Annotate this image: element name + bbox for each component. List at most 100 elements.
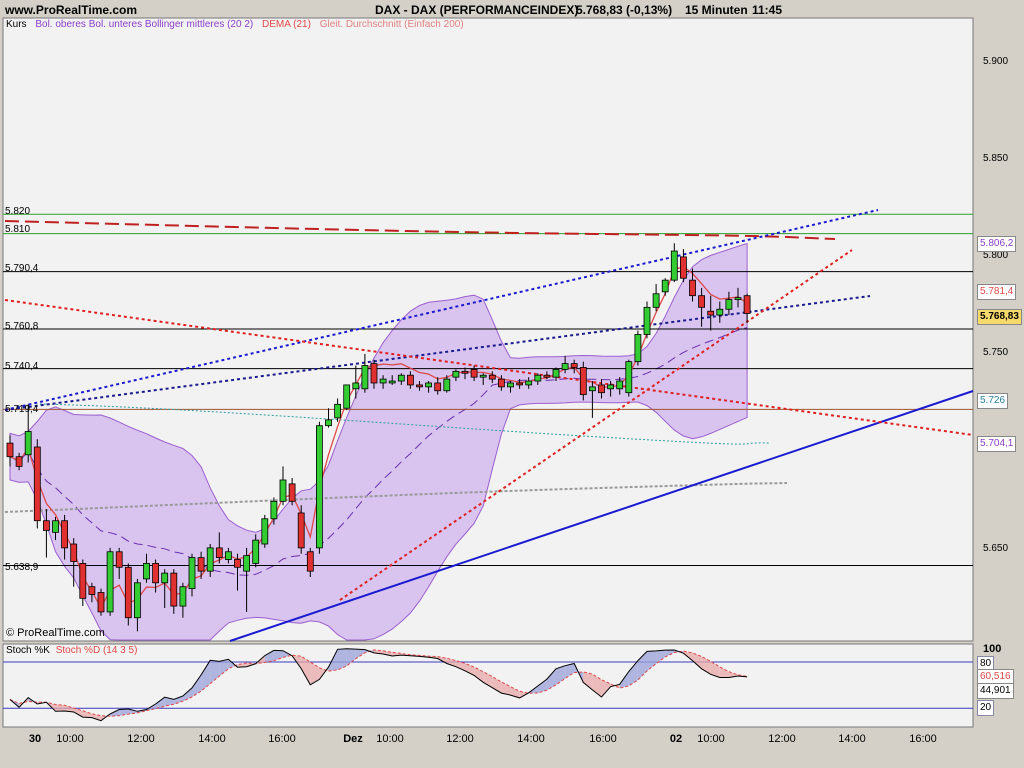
candle-body	[661, 279, 669, 293]
stoch-fill	[710, 661, 720, 678]
title-bar: www.ProRealTime.com DAX - DAX (PERFORMAN…	[0, 0, 1024, 18]
stoch-legend: Stoch %K Stoch %D (14 3 5)	[6, 645, 140, 656]
candle-body	[725, 299, 733, 310]
stoch-fill	[501, 681, 511, 696]
candle-body	[279, 479, 287, 502]
stoch-fill	[647, 650, 657, 671]
stoch-fill	[656, 650, 666, 664]
legend-stoch-d[interactable]: Stoch %D (14 3 5)	[55, 645, 138, 656]
time-tick-label: 10:00	[697, 733, 725, 745]
legend-dema[interactable]: DEMA (21)	[262, 19, 311, 30]
candle-body	[370, 363, 378, 384]
candle-body	[488, 374, 496, 380]
time-tick-label: 16:00	[909, 733, 937, 745]
candle-body	[707, 310, 715, 316]
candle-body	[197, 557, 205, 572]
candle-body	[234, 559, 241, 568]
candle-body	[643, 306, 651, 335]
candle-body	[343, 384, 351, 409]
stoch-fill	[82, 710, 92, 718]
trendline-blue-solid	[229, 390, 974, 642]
stoch-fill	[556, 665, 566, 685]
price-tick: 5.900	[983, 56, 1009, 67]
time-tick-label: 14:00	[517, 733, 545, 745]
candle-body	[452, 370, 460, 378]
candle-body	[543, 374, 551, 378]
stoch-fill	[210, 660, 220, 684]
price-legend: Kurs Bol. oberes Bol. unteres Bollinger …	[6, 19, 470, 30]
dema-tag: 5.781,4	[977, 284, 1017, 300]
time-tick-label: 10:00	[376, 733, 404, 745]
stoch-tick: 100	[983, 643, 1002, 655]
level-label: 5.740,4	[5, 361, 39, 372]
candle-body	[170, 572, 178, 607]
sma-line	[39, 403, 771, 445]
bollinger-band	[9, 242, 748, 641]
candle-body	[215, 547, 223, 558]
candle-body	[497, 378, 505, 388]
price-tick: 5.650	[983, 543, 1009, 554]
candle-body	[616, 380, 624, 390]
candle-body	[552, 368, 560, 378]
candle-body	[152, 563, 160, 584]
candle-body	[188, 557, 196, 590]
time-tick-label: Dez	[343, 733, 363, 745]
candle-body	[88, 586, 96, 595]
stoch-fill	[601, 679, 611, 697]
last-price-tag: 5.768,83	[977, 309, 1022, 325]
stoch-fill	[628, 660, 638, 686]
candle-body	[634, 334, 642, 363]
candle-body	[43, 520, 50, 531]
candle-body	[525, 380, 533, 386]
time-tick-label: 12:00	[768, 733, 796, 745]
stoch-fill	[346, 648, 356, 666]
stoch-fill	[164, 697, 174, 707]
instrument-name: DAX - DAX (PERFORMANCEINDEX)	[375, 3, 579, 17]
candle-body	[133, 582, 141, 619]
upper-band-tag: 5.806,2	[977, 236, 1017, 252]
candle-body	[479, 374, 487, 378]
stoch-level-20-tag: 20	[977, 700, 995, 716]
candle-body	[607, 384, 614, 390]
stoch-fill	[583, 671, 593, 690]
candle-body	[507, 382, 514, 388]
candle-body	[434, 382, 442, 392]
candle-body	[261, 518, 269, 545]
candle-body	[652, 293, 660, 308]
timeframe[interactable]: 15 Minuten	[685, 3, 748, 17]
legend-bollinger[interactable]: Bol. oberes Bol. unteres Bollinger mittl…	[35, 19, 254, 30]
stoch-fill	[310, 662, 320, 685]
legend-stoch-k[interactable]: Stoch %K	[6, 645, 50, 656]
candle-body	[579, 367, 587, 396]
candle-body	[15, 456, 23, 467]
candle-body	[516, 382, 523, 386]
level-label: 5.638,9	[5, 562, 39, 573]
legend-sma[interactable]: Gleit. Durchschnitt (Einfach 200)	[319, 19, 464, 30]
stoch-fill	[173, 696, 183, 705]
price-tick: 5.800	[983, 250, 1009, 261]
sma-gray-line	[4, 482, 788, 513]
stoch-fill	[619, 671, 629, 689]
candle-body	[461, 370, 469, 374]
quote-value: 5.768,83 (-0,13%)	[576, 3, 673, 17]
candle-body	[716, 308, 724, 316]
stoch-fill	[237, 663, 247, 668]
candle-body	[379, 378, 387, 384]
site-name[interactable]: www.ProRealTime.com	[5, 3, 138, 17]
level-label: 5.810	[5, 224, 31, 235]
stoch-fill	[510, 686, 520, 698]
stoch-fill	[264, 650, 274, 663]
time-tick-label: 16:00	[589, 733, 617, 745]
candle-body	[680, 256, 687, 279]
candle-body	[124, 566, 132, 619]
candle-body	[743, 295, 751, 314]
candle-body	[224, 551, 232, 560]
candle-body	[470, 368, 478, 378]
price-tick: 5.850	[983, 153, 1009, 164]
candle-body	[598, 384, 605, 394]
stoch-fill	[565, 663, 575, 679]
time-tick-label: 10:00	[56, 733, 84, 745]
candle-body	[561, 363, 569, 370]
candle-body	[361, 365, 369, 390]
